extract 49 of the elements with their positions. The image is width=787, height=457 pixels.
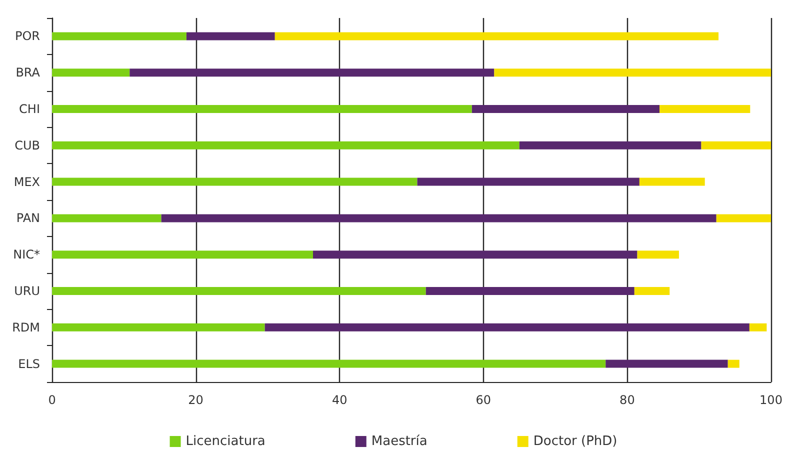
bar (472, 105, 660, 113)
y-tick-label: NIC* (13, 248, 40, 262)
y-tick-label: MEX (14, 174, 40, 189)
y-tick-label: BRA (16, 66, 41, 80)
bar (52, 178, 418, 186)
x-tick-label: 0 (48, 393, 56, 407)
y-tick-label: URU (14, 284, 40, 298)
bar (606, 360, 728, 368)
bar (494, 68, 771, 77)
bar (52, 360, 606, 368)
bar (639, 178, 705, 186)
bar (52, 105, 472, 113)
bar (161, 214, 716, 222)
bar (312, 250, 638, 259)
bar (52, 32, 186, 40)
legend-label: Doctor (PhD) (533, 434, 618, 449)
bar (637, 250, 679, 259)
bar (426, 287, 634, 295)
x-tick-label: 40 (332, 393, 348, 407)
bar (130, 68, 494, 77)
bar (52, 323, 265, 332)
bar (274, 32, 719, 40)
bar (728, 360, 740, 368)
bar (634, 287, 670, 295)
bar (52, 141, 520, 150)
legend-label: Maestría (371, 434, 428, 449)
bar (519, 141, 702, 150)
bar (52, 250, 313, 259)
bar (52, 68, 130, 77)
y-tick-label: POR (14, 29, 40, 44)
bar (417, 178, 640, 186)
y-tick-label: ELS (18, 356, 40, 371)
x-tick-label: 80 (620, 393, 635, 407)
bar (264, 323, 750, 332)
bar (52, 214, 162, 222)
legend-label: Licenciatura (186, 434, 266, 449)
bar (701, 141, 771, 150)
y-tick-label: RDM (12, 320, 40, 334)
x-tick-label: 100 (760, 393, 782, 407)
bar (186, 32, 275, 40)
bar (749, 323, 767, 332)
y-tick-label: CHI (19, 102, 40, 116)
bar (52, 287, 426, 295)
x-tick-label: 20 (188, 393, 204, 407)
bar (716, 214, 771, 222)
y-tick-label: CUB (14, 138, 40, 152)
bar (660, 105, 750, 113)
y-tick-label: PAN (16, 211, 40, 226)
x-tick-label: 60 (476, 393, 492, 407)
